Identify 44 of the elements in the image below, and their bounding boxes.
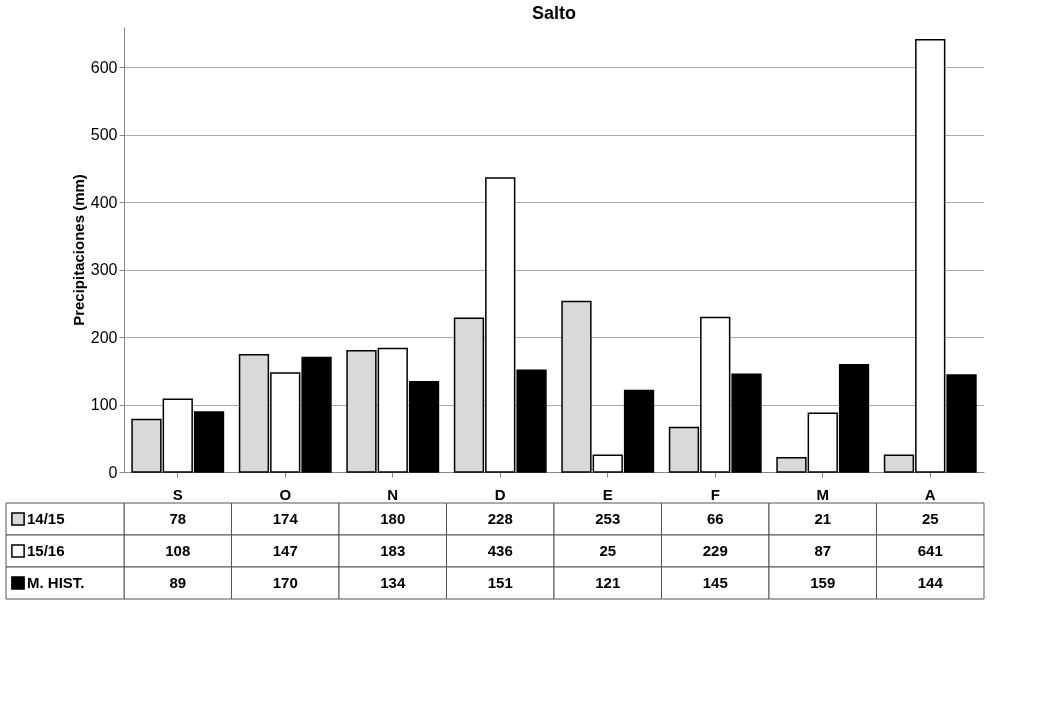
data-label: 641 (917, 542, 943, 559)
data-label: 108 (165, 542, 191, 559)
data-label: 253 (595, 510, 621, 527)
x-tick-label: O (279, 485, 292, 503)
x-tick-label: E (602, 485, 613, 503)
chart-title: Salto (531, 3, 577, 23)
x-tick-label: M (816, 485, 829, 503)
data-label: 134 (380, 574, 406, 591)
y-axis-title: Precipitaciones (mm) (69, 174, 87, 326)
x-tick-label: N (387, 485, 399, 503)
data-label: 78 (169, 510, 187, 527)
data-label: 180 (380, 510, 406, 527)
x-tick-label: S (172, 485, 183, 503)
data-label: 25 (921, 510, 939, 527)
y-tick-label: 300 (90, 261, 118, 279)
legend-label: M. HIST. (27, 574, 85, 591)
y-tick-label: 600 (90, 58, 118, 76)
data-label: 89 (169, 574, 187, 591)
y-tick-label: 500 (90, 126, 118, 144)
data-label: 436 (487, 542, 513, 559)
data-label: 174 (272, 510, 299, 527)
data-label: 121 (595, 574, 621, 591)
y-tick-label: 0 (108, 463, 118, 481)
data-label: 183 (380, 542, 406, 559)
data-label: 229 (702, 542, 728, 559)
y-tick-label: 100 (90, 396, 118, 414)
data-label: 144 (917, 574, 944, 591)
data-label: 66 (706, 510, 724, 527)
data-label: 25 (599, 542, 617, 559)
legend-label: 15/16 (27, 542, 65, 559)
data-label: 21 (814, 510, 832, 527)
x-tick-label: D (494, 485, 506, 503)
data-label: 159 (810, 574, 836, 591)
data-label: 87 (814, 542, 832, 559)
data-label: 170 (272, 574, 298, 591)
y-tick-label: 200 (90, 328, 118, 346)
data-label: 145 (702, 574, 728, 591)
data-label: 228 (487, 510, 513, 527)
x-tick-label: A (924, 485, 936, 503)
legend-label: 14/15 (27, 510, 65, 527)
y-tick-label: 400 (90, 193, 118, 211)
x-tick-label: F (710, 485, 720, 503)
data-label: 147 (272, 542, 298, 559)
data-label: 151 (487, 574, 513, 591)
